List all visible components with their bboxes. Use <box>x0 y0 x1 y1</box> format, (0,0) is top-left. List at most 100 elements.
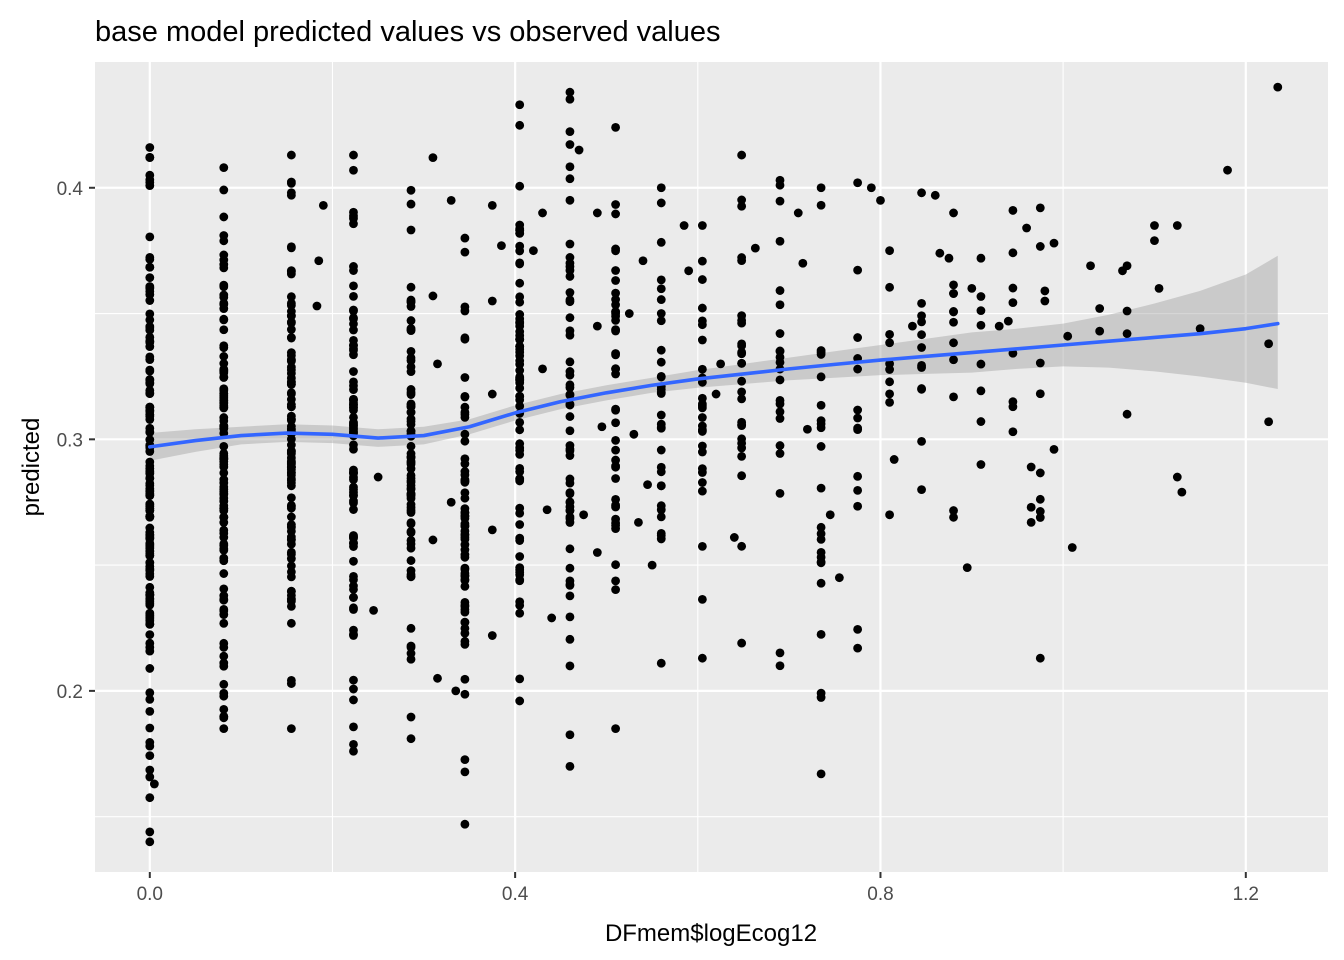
data-point <box>406 528 416 538</box>
data-point <box>515 342 525 351</box>
data-point <box>286 266 296 276</box>
data-point <box>145 252 155 262</box>
data-point <box>885 377 894 387</box>
data-point <box>697 595 707 604</box>
data-point <box>930 190 940 200</box>
data-point <box>219 487 229 497</box>
data-point <box>611 276 620 285</box>
data-point <box>460 302 470 312</box>
data-point <box>515 425 525 435</box>
data-point <box>697 335 707 345</box>
data-point <box>406 185 416 195</box>
data-point <box>219 325 229 335</box>
data-point <box>406 324 416 333</box>
data-point <box>318 200 328 210</box>
data-point <box>460 413 470 422</box>
data-point <box>1035 358 1045 368</box>
data-point <box>656 309 666 318</box>
data-point <box>406 297 416 307</box>
data-point <box>145 365 155 375</box>
data-point <box>349 395 358 405</box>
data-point <box>816 629 826 639</box>
data-point <box>885 246 894 256</box>
data-point <box>565 563 575 573</box>
data-point <box>406 470 416 480</box>
data-point <box>656 501 666 511</box>
data-point <box>737 201 747 211</box>
data-point <box>917 384 926 393</box>
data-point <box>219 610 229 620</box>
data-point <box>976 306 986 315</box>
data-point <box>697 364 707 374</box>
data-point <box>286 476 296 485</box>
data-point <box>775 661 785 671</box>
data-point <box>885 359 894 369</box>
data-point <box>1008 248 1018 258</box>
data-point <box>286 601 296 611</box>
y-tick-label: 0.4 <box>57 179 84 200</box>
data-point <box>349 605 358 614</box>
data-point <box>565 262 575 272</box>
data-point <box>219 618 229 628</box>
data-point <box>460 623 470 633</box>
data-point <box>656 419 666 429</box>
data-point <box>611 288 620 298</box>
minor-gridlines <box>95 62 1328 872</box>
data-point <box>460 767 470 777</box>
data-point <box>737 438 747 448</box>
data-point <box>611 404 620 414</box>
data-point <box>219 584 229 594</box>
data-point <box>219 513 229 522</box>
data-point <box>428 153 438 162</box>
data-point <box>1172 472 1182 482</box>
data-point <box>775 414 785 423</box>
data-point <box>349 281 358 291</box>
data-point <box>406 346 416 356</box>
data-point <box>406 571 416 581</box>
data-point <box>406 518 416 528</box>
data-point <box>145 153 155 162</box>
data-point <box>219 290 229 300</box>
data-point <box>145 614 155 624</box>
data-point <box>1154 283 1164 293</box>
data-point <box>737 471 747 481</box>
data-point <box>917 317 926 327</box>
data-point <box>853 364 863 374</box>
data-point <box>219 315 229 325</box>
data-point <box>286 400 296 410</box>
data-point <box>816 578 826 588</box>
data-point <box>656 284 666 294</box>
data-point <box>1150 236 1159 246</box>
data-point <box>219 638 229 648</box>
data-point <box>145 523 155 533</box>
data-point <box>697 275 707 284</box>
data-point <box>1035 507 1045 516</box>
data-point <box>656 345 666 355</box>
data-point <box>803 424 812 434</box>
data-point <box>684 266 694 276</box>
data-point <box>697 447 707 457</box>
data-point <box>460 508 470 518</box>
data-point <box>917 330 926 340</box>
data-point <box>656 658 666 668</box>
data-point <box>944 253 954 263</box>
data-point <box>853 485 863 495</box>
data-point <box>406 199 416 209</box>
data-point <box>219 504 229 514</box>
data-point <box>145 403 155 412</box>
data-point <box>406 556 416 565</box>
data-point <box>149 779 159 789</box>
data-point <box>1223 165 1232 175</box>
x-axis-title: DFmem$logEcog12 <box>605 920 817 947</box>
data-point <box>656 387 666 397</box>
data-point <box>145 457 155 467</box>
data-point <box>656 410 666 420</box>
data-point <box>515 567 525 577</box>
loess-smooth-line <box>148 321 1280 449</box>
data-point <box>538 364 547 374</box>
data-point <box>853 624 863 634</box>
data-point <box>565 174 575 184</box>
data-point <box>145 512 155 522</box>
points-layer <box>145 82 1283 847</box>
data-point <box>406 407 416 417</box>
